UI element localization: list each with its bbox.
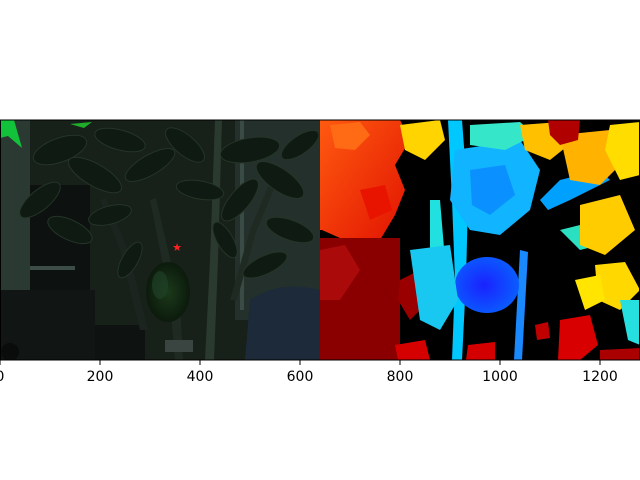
target-marker: ★ [172,241,182,254]
rgb-image-panel: ★ [0,120,320,360]
x-tick-label: 400 [187,369,214,385]
x-tick-label: 1200 [582,369,618,385]
x-axis: 0 200 400 600 800 1000 1200 [0,119,640,385]
x-tick-label: 0 [0,369,4,385]
x-tick-label: 1000 [482,369,518,385]
x-tick-label: 200 [87,369,114,385]
x-tick-label: 600 [287,369,314,385]
depth-image-panel [320,120,640,360]
x-tick-label: 800 [387,369,414,385]
